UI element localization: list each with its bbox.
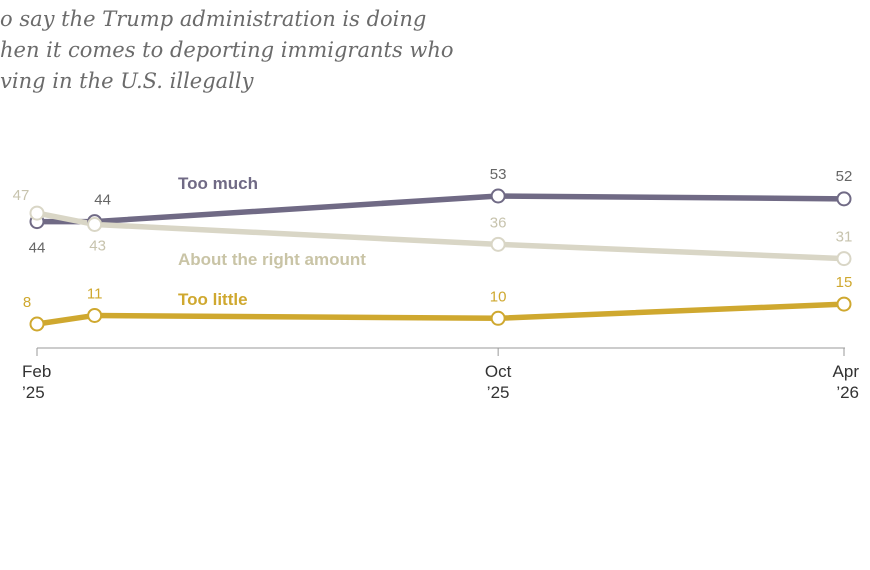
x-tick-label: Apr: [833, 362, 860, 381]
series-line: [34, 193, 847, 225]
data-label: 47: [13, 187, 30, 204]
data-point: [836, 296, 852, 312]
data-point: [87, 216, 103, 232]
title-line-2: hen it comes to deporting immigrants who: [0, 38, 454, 62]
title-line-1: o say the Trump administration is doing: [0, 7, 427, 31]
x-tick-label: Oct: [485, 362, 512, 381]
data-label: 15: [836, 274, 853, 291]
data-label: 10: [490, 288, 507, 305]
data-label: 44: [29, 240, 46, 257]
series-labels: Too much About the right amount Too little: [178, 174, 366, 309]
series-points: [29, 188, 852, 332]
data-point: [29, 205, 45, 221]
data-label: 52: [836, 168, 853, 185]
data-label: 36: [490, 214, 507, 231]
data-label: 11: [87, 285, 103, 302]
series-line: [34, 301, 847, 327]
data-point: [29, 316, 45, 332]
x-tick-label: ’25: [487, 383, 510, 402]
series-label: About the right amount: [178, 250, 366, 269]
data-labels: 44 44 53 52 47 43 36 31 8 11 10 15: [13, 166, 853, 311]
chart-title: o say the Trump administration is doing …: [0, 4, 860, 97]
data-point: [836, 251, 852, 267]
series-label: Too little: [178, 290, 248, 309]
data-label: 31: [836, 229, 853, 246]
x-tick-label: Feb: [22, 362, 51, 381]
data-point: [490, 236, 506, 252]
data-label: 8: [23, 294, 31, 311]
data-label: 53: [490, 166, 507, 183]
series-lines: [34, 193, 847, 327]
series-line: [34, 210, 847, 262]
data-label: 44: [94, 192, 111, 209]
data-label: 43: [89, 237, 106, 254]
series-label: Too much: [178, 174, 258, 193]
x-tick-label: ’26: [836, 383, 859, 402]
data-point: [490, 188, 506, 204]
data-point: [490, 310, 506, 326]
x-tick-label: ’25: [22, 383, 45, 402]
data-point: [87, 307, 103, 323]
x-axis-ticks: Feb ’25 Oct ’25 Apr ’26: [22, 348, 859, 402]
title-line-3: ving in the U.S. illegally: [0, 69, 254, 93]
data-point: [836, 191, 852, 207]
